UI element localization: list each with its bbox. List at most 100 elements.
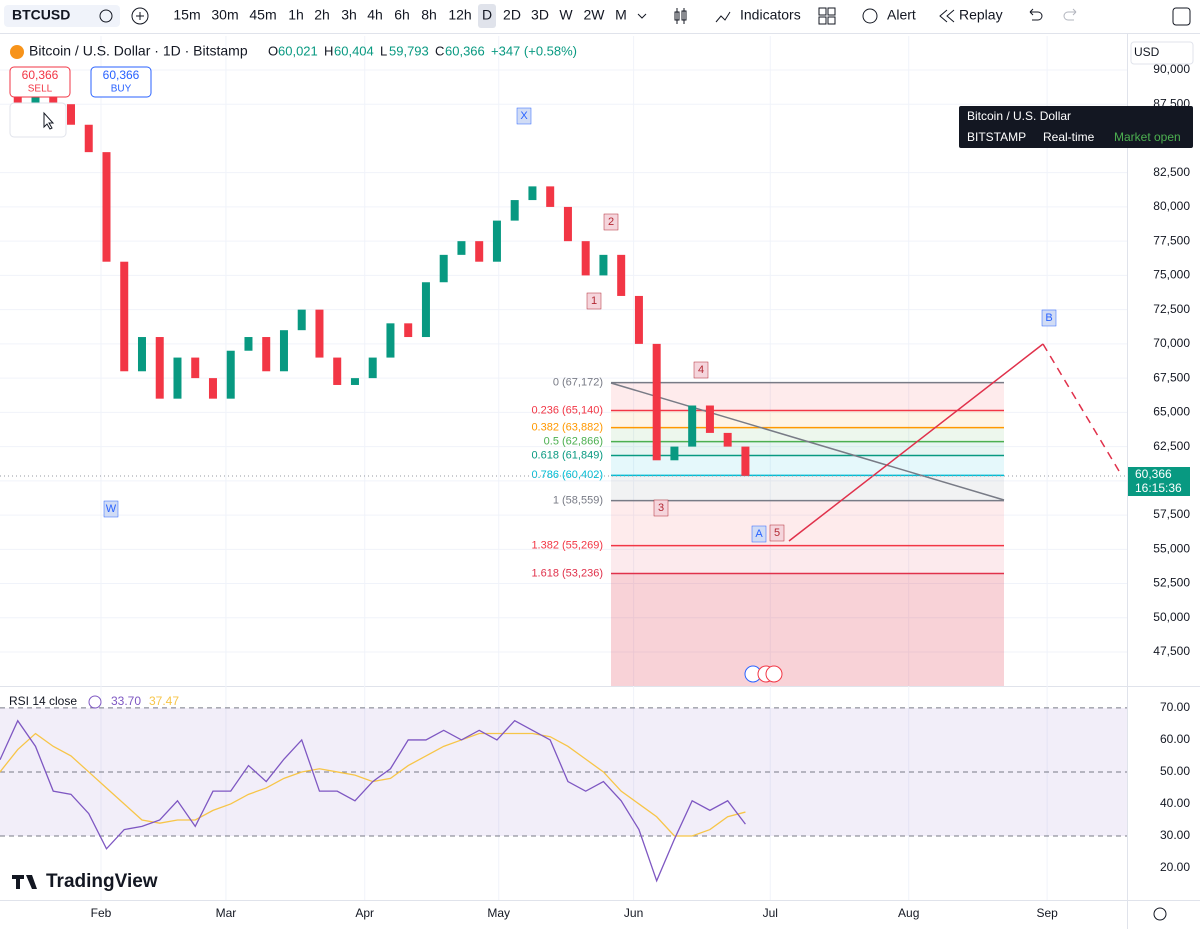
candle — [457, 241, 466, 255]
tooltip-exchange: BITSTAMP — [967, 130, 1026, 144]
rsi-pane: 70.00 60.00 50.00 40.00 30.00 20.00 — [0, 700, 1190, 883]
sell-price[interactable]: 60,366 — [22, 68, 59, 82]
interval-more[interactable] — [637, 13, 647, 19]
chart-type-icon[interactable] — [674, 8, 687, 24]
interval[interactable]: 6h — [394, 7, 410, 23]
buy-label[interactable]: BUY — [111, 84, 132, 95]
layouts-icon[interactable] — [818, 7, 827, 16]
event-icon[interactable] — [765, 665, 783, 683]
y-tick-label: 62,500 — [1153, 439, 1190, 453]
interval[interactable]: D — [482, 7, 492, 23]
symbol[interactable]: BTCUSD — [12, 7, 70, 23]
settings-icon[interactable] — [1153, 907, 1167, 921]
buy-price[interactable]: 60,366 — [103, 68, 140, 82]
fib-label: 0 (67,172) — [553, 377, 603, 389]
interval[interactable]: 4h — [367, 7, 383, 23]
layouts-icon — [818, 16, 827, 25]
projection-dashed — [1042, 343, 1123, 477]
candle — [386, 323, 395, 358]
redo-icon[interactable] — [1063, 8, 1077, 21]
wave-label: W — [106, 503, 117, 515]
interval[interactable]: 45m — [249, 7, 276, 23]
candle — [510, 200, 519, 221]
interval[interactable]: 1h — [288, 7, 304, 23]
candle — [670, 446, 679, 461]
y-tick-label: 82,500 — [1153, 165, 1190, 179]
candle — [368, 357, 377, 379]
wave-labels: X 2 1 4 3 A 5 B W — [103, 107, 1057, 543]
currency-box[interactable] — [1130, 41, 1194, 65]
undo-icon[interactable] — [1029, 8, 1043, 21]
legend-c: 60,366 — [445, 43, 485, 58]
alert-button[interactable]: Alert — [887, 7, 916, 23]
candle — [66, 104, 75, 125]
y-tick-label: 52,500 — [1153, 576, 1190, 590]
rsi-tick-label: 40.00 — [1160, 796, 1190, 810]
grid — [0, 36, 1127, 900]
legend-l-label: L — [380, 43, 387, 58]
add-plus — [136, 12, 144, 20]
legend-title: Bitcoin / U.S. Dollar · 1D · Bitstamp — [29, 43, 248, 59]
interval[interactable]: 2h — [314, 7, 330, 23]
candle — [333, 357, 342, 385]
tooltip-mode: Real-time — [1043, 130, 1095, 144]
time-axis: Feb Mar Apr May Jun Jul Aug Sep — [91, 906, 1058, 920]
wave-box — [693, 361, 709, 379]
fullscreen-icon[interactable] — [1172, 7, 1191, 26]
candle — [155, 337, 164, 399]
wave-box — [751, 525, 767, 543]
legend-h: 60,404 — [334, 43, 374, 58]
interval[interactable]: 2D — [503, 7, 521, 23]
tooltip-status: Market open — [1114, 130, 1181, 144]
interval[interactable]: 3D — [531, 7, 549, 23]
wave-box — [653, 499, 669, 517]
interval[interactable]: 8h — [421, 7, 437, 23]
candle — [279, 330, 288, 372]
interval[interactable]: 3h — [341, 7, 357, 23]
interval[interactable]: 2W — [584, 7, 606, 23]
interval[interactable]: 15m — [173, 7, 200, 23]
indicators-button[interactable]: Indicators — [740, 7, 801, 23]
currency[interactable]: USD — [1134, 45, 1160, 59]
candle — [350, 378, 359, 385]
sell-button[interactable] — [9, 66, 71, 98]
y-tick-label: 90,000 — [1153, 62, 1190, 76]
compare-icon[interactable] — [99, 9, 113, 23]
sell-label[interactable]: SELL — [28, 84, 53, 95]
candle — [581, 241, 590, 276]
interval[interactable]: 30m — [211, 7, 238, 23]
indicators-icon — [715, 11, 731, 23]
x-tick-label: Jun — [624, 906, 643, 920]
legend-c-label: C — [435, 43, 444, 58]
wave-label: 4 — [698, 364, 704, 376]
fib-label: 0.618 (61,849) — [531, 449, 603, 461]
symbol-box[interactable] — [4, 5, 120, 27]
logo: TradingView — [46, 871, 158, 892]
rsi-ma-value: 37.47 — [149, 694, 179, 708]
replay-button[interactable]: Replay — [959, 7, 1003, 23]
wave-box — [603, 213, 619, 231]
buy-button[interactable] — [90, 66, 152, 98]
interval[interactable]: 12h — [448, 7, 471, 23]
add-icon[interactable] — [131, 7, 149, 25]
candle — [226, 350, 235, 399]
interval[interactable]: W — [559, 7, 573, 23]
fib-label: 1.618 (53,236) — [531, 567, 603, 579]
rsi-icon — [88, 695, 102, 709]
x-tick-label: Sep — [1036, 906, 1058, 920]
candle — [634, 295, 643, 344]
cursor-icon[interactable] — [43, 111, 55, 130]
candle — [102, 152, 111, 262]
y-tick-label: 80,000 — [1153, 199, 1190, 213]
y-tick-label: 70,000 — [1153, 336, 1190, 350]
rsi-value: 33.70 — [111, 694, 141, 708]
price-tag — [1128, 467, 1190, 496]
wave-label: 5 — [774, 527, 780, 539]
candle — [439, 254, 448, 283]
interval[interactable]: M — [615, 7, 627, 23]
fib-zone — [611, 573, 1004, 686]
wave-label: A — [755, 528, 763, 540]
